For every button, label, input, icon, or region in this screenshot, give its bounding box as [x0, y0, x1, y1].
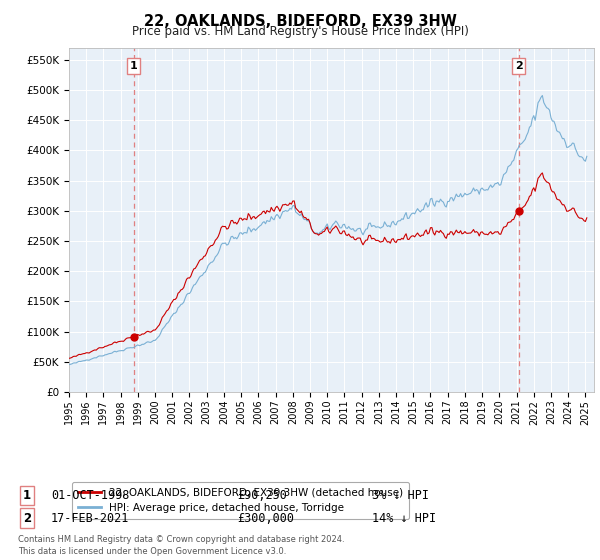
Text: 3% ↓ HPI: 3% ↓ HPI — [372, 489, 429, 502]
Text: 01-OCT-1998: 01-OCT-1998 — [51, 489, 130, 502]
Text: Contains HM Land Registry data © Crown copyright and database right 2024.
This d: Contains HM Land Registry data © Crown c… — [18, 535, 344, 556]
Text: 22, OAKLANDS, BIDEFORD, EX39 3HW: 22, OAKLANDS, BIDEFORD, EX39 3HW — [143, 14, 457, 29]
Text: 14% ↓ HPI: 14% ↓ HPI — [372, 511, 436, 525]
Text: 1: 1 — [23, 489, 31, 502]
Text: 1: 1 — [130, 60, 137, 71]
Text: 17-FEB-2021: 17-FEB-2021 — [51, 511, 130, 525]
Text: 2: 2 — [23, 511, 31, 525]
Text: Price paid vs. HM Land Registry's House Price Index (HPI): Price paid vs. HM Land Registry's House … — [131, 25, 469, 38]
Legend: 22, OAKLANDS, BIDEFORD, EX39 3HW (detached house), HPI: Average price, detached : 22, OAKLANDS, BIDEFORD, EX39 3HW (detach… — [71, 482, 409, 519]
Text: £300,000: £300,000 — [237, 511, 294, 525]
Text: 2: 2 — [515, 60, 523, 71]
Text: £90,250: £90,250 — [237, 489, 287, 502]
